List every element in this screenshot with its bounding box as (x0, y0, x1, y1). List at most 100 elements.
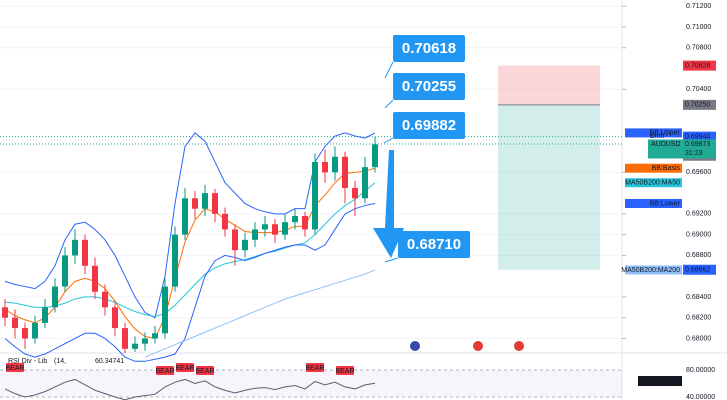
candle-body (202, 193, 208, 209)
bear-signal-label: BEAR (5, 365, 24, 372)
bear-signal (306, 363, 324, 372)
callout-leader (383, 137, 394, 144)
price-axis: 0.71200 0.71000 0.70800 0.70400 0.69600 0.692… (621, 3, 716, 342)
bear-signal (156, 366, 174, 375)
callout-leader (384, 257, 399, 263)
rsi-params: (14, (54, 358, 66, 365)
series-badge-label: BB:Basis (652, 165, 681, 172)
series-badge-label: BB:Upper (650, 130, 681, 137)
overlay-line (144, 269, 376, 358)
candle-body (282, 222, 288, 235)
candle-body (142, 338, 148, 344)
rsi-title: RSI Div - Lib (8, 358, 47, 365)
price-badge-label: 0.68662 (685, 267, 710, 274)
candle-body (32, 322, 38, 339)
candle-body (72, 239, 78, 256)
candle-body (332, 156, 338, 173)
candle-body (322, 161, 328, 173)
candle-body (222, 213, 228, 230)
overlay-line (4, 182, 376, 318)
candle-body (292, 215, 298, 223)
candle-body (112, 307, 118, 329)
bear-signal (6, 363, 24, 372)
callout-leader (384, 99, 394, 109)
bear-signal-label: BEAR (305, 365, 324, 372)
callout-leader (384, 61, 394, 79)
y-tick-label: 0.70800 (686, 45, 711, 52)
symbol-price: 0.69873 (685, 141, 710, 148)
candle-body (372, 144, 378, 168)
bear-signal-label: BEAR (335, 368, 354, 375)
event-icon[interactable] (514, 341, 524, 351)
candle-body (242, 239, 248, 251)
price-pane (0, 5, 622, 362)
bear-signal-label: BEAR (195, 368, 214, 375)
callout-box (398, 231, 470, 258)
event-icon[interactable] (410, 341, 420, 351)
symbol-badge (648, 139, 716, 159)
candle-body (212, 193, 218, 214)
candle-body (2, 307, 8, 318)
rsi-tick-label: 80.00000 (686, 367, 715, 374)
candle-body (62, 255, 68, 287)
rsi-band (0, 370, 622, 398)
candle-body (182, 198, 188, 235)
series-badge (625, 163, 682, 173)
down-arrow (373, 150, 404, 258)
y-tick-label: 0.71000 (686, 24, 711, 31)
price-badge (683, 131, 716, 142)
callout-box (393, 112, 465, 139)
bear-signal-label: BEAR (175, 365, 194, 372)
series-badge (625, 265, 682, 275)
rsi-pane: 80.00000 40.00000 RSI Div - Lib (14, 60.3474… (0, 358, 715, 400)
candle-body (82, 239, 88, 266)
candle-body (152, 333, 158, 339)
candle-body (312, 161, 318, 230)
candle-body (262, 224, 268, 230)
candle-body (342, 156, 348, 188)
rsi-badge (638, 376, 682, 386)
overlay-line (4, 203, 376, 362)
price-badge-label: 0.70250 (685, 102, 710, 109)
bear-signal (336, 366, 354, 375)
countdown: 31:23 (685, 150, 703, 157)
y-tick-label: 0.71200 (686, 3, 711, 10)
series-badge-label: MA50B200:MA200 (621, 267, 680, 274)
symbol-name: AUDUSD (651, 141, 681, 148)
y-tick-label: 0.69200 (686, 211, 711, 218)
candle-body (252, 229, 258, 240)
y-tick-label: 0.69600 (686, 169, 711, 176)
candle-body (172, 234, 178, 287)
series-badge-label: MA50B200:MA50 (625, 180, 680, 187)
candle-body (12, 317, 18, 329)
candle-body (302, 215, 308, 230)
candle-body (52, 286, 58, 308)
bear-signal (176, 363, 194, 372)
callouts: 0.70618 0.70255 0.69882 0.68710 (373, 35, 470, 263)
candle-body (102, 291, 108, 308)
callout-text: 0.70618 (402, 40, 456, 57)
bear-signal-label: BEAR (155, 368, 174, 375)
candle-body (232, 229, 238, 251)
callout-text: 0.69882 (402, 117, 456, 134)
events (410, 341, 524, 351)
series-badge (625, 178, 682, 188)
event-icon[interactable] (473, 341, 483, 351)
price-badge (683, 264, 716, 275)
rsi-value: 60.34741 (95, 358, 124, 365)
candle-body (162, 286, 168, 334)
y-tick-label: 0.68800 (686, 252, 711, 259)
stop-zone (498, 65, 600, 105)
bear-signal (196, 366, 214, 375)
series-badge (625, 128, 682, 138)
candle-body (92, 265, 98, 292)
series-badge-label: BB:Lower (650, 200, 681, 207)
candle-body (362, 167, 368, 199)
peak-label: Đỉnh (650, 132, 665, 140)
y-tick-label: 0.68200 (686, 315, 711, 322)
candle-body (132, 343, 138, 349)
candle-body (272, 224, 278, 235)
series-badge (625, 198, 682, 208)
